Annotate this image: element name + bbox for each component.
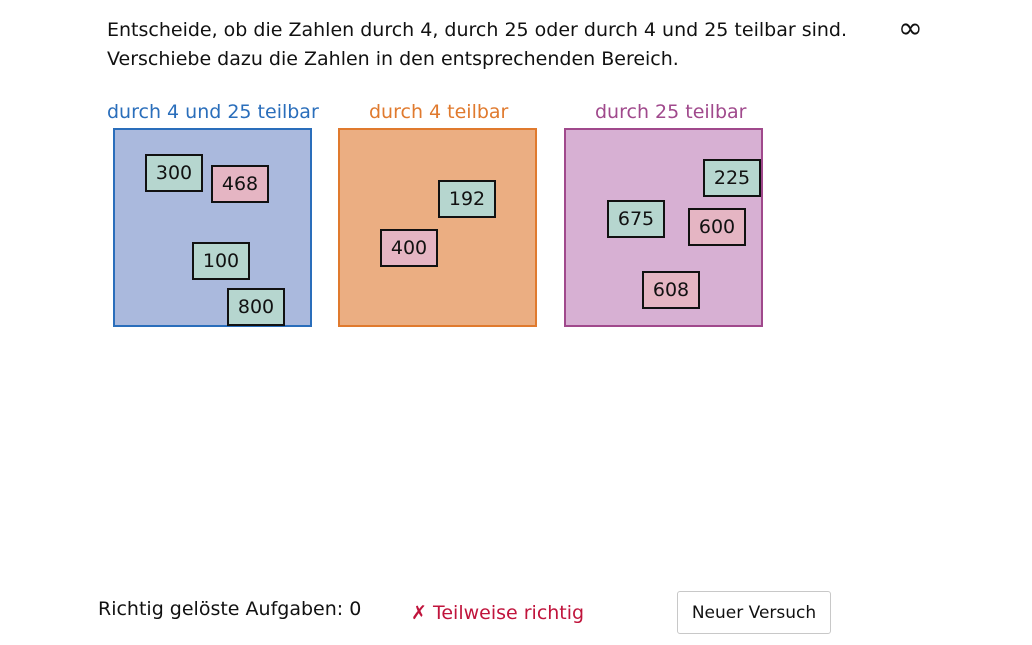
instructions: Entscheide, ob die Zahlen durch 4, durch… <box>107 16 867 74</box>
number-tile-225[interactable]: 225 <box>703 159 761 197</box>
number-tile-192[interactable]: 192 <box>438 180 496 218</box>
number-tile-400[interactable]: 400 <box>380 229 438 267</box>
number-tile-468[interactable]: 468 <box>211 165 269 203</box>
cross-icon: ✗ <box>411 602 427 624</box>
number-tile-600[interactable]: 600 <box>688 208 746 246</box>
instruction-line-1: Entscheide, ob die Zahlen durch 4, durch… <box>107 19 848 41</box>
status-text: Teilweise richtig <box>432 602 585 624</box>
drop-zone-4[interactable]: 192 400 <box>338 128 537 327</box>
zone-label-4-and-25: durch 4 und 25 teilbar <box>107 101 319 123</box>
score-label: Richtig gelöste Aufgaben: 0 <box>98 598 362 620</box>
zone-label-4: durch 4 teilbar <box>369 101 509 123</box>
retry-button[interactable]: Neuer Versuch <box>677 591 831 634</box>
zone-label-25: durch 25 teilbar <box>595 101 747 123</box>
number-tile-300[interactable]: 300 <box>145 154 203 192</box>
drop-zone-4-and-25[interactable]: 300 468 100 800 <box>113 128 312 327</box>
infinity-icon: ∞ <box>898 11 923 46</box>
number-tile-800[interactable]: 800 <box>227 288 285 326</box>
instruction-line-2: Verschiebe dazu die Zahlen in den entspr… <box>107 48 679 70</box>
number-tile-675[interactable]: 675 <box>607 200 665 238</box>
drop-zone-25[interactable]: 225 675 600 608 <box>564 128 763 327</box>
number-tile-608[interactable]: 608 <box>642 271 700 309</box>
status-feedback: ✗ Teilweise richtig <box>411 600 584 626</box>
number-tile-100[interactable]: 100 <box>192 242 250 280</box>
